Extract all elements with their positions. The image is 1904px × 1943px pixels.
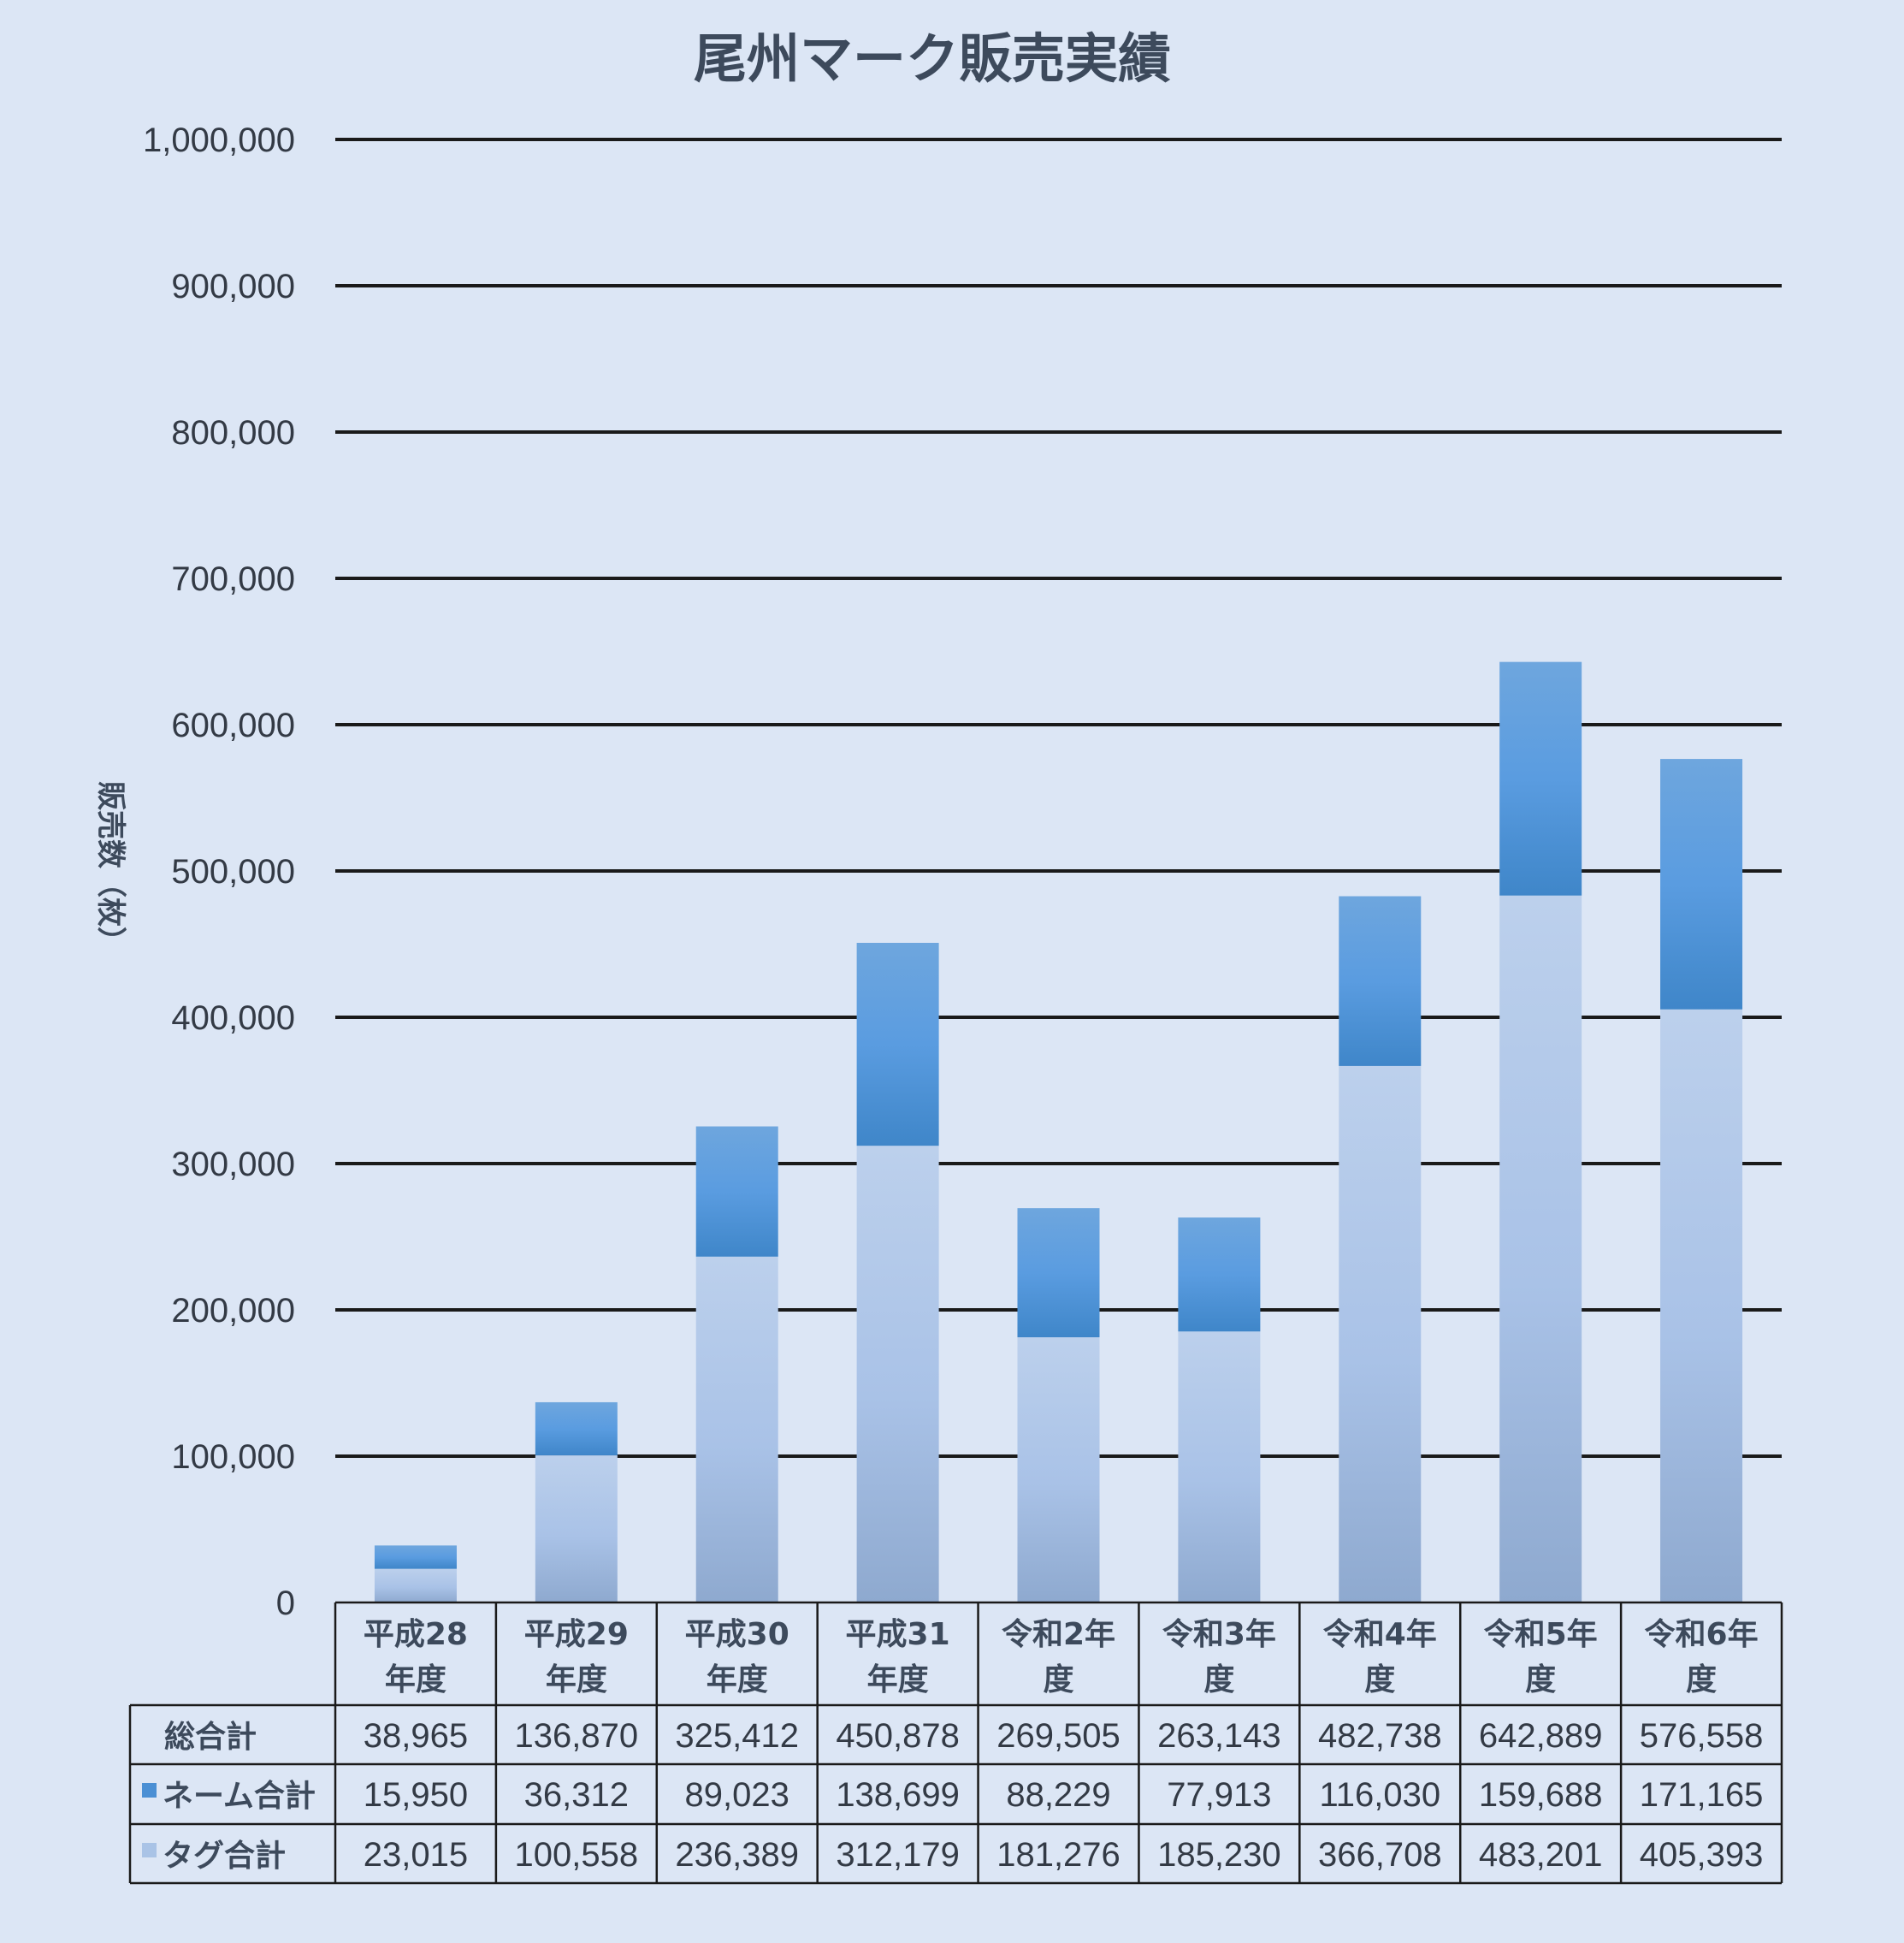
- chart-title: 尾州マーク販売実績: [694, 27, 1171, 90]
- category-label: 令和4年: [1323, 1617, 1437, 1652]
- table-cell-total: 325,412: [675, 1717, 799, 1755]
- category-label: 度: [1525, 1662, 1556, 1697]
- bar-tag: [1339, 1065, 1422, 1602]
- y-tick-label: 200,000: [171, 1292, 295, 1330]
- table-cell-tag: 312,179: [836, 1836, 960, 1874]
- category-label: 令和2年: [1002, 1617, 1115, 1652]
- table-cell-total: 269,505: [996, 1717, 1121, 1755]
- bars: [374, 661, 1743, 1602]
- y-tick-label: 100,000: [171, 1438, 295, 1476]
- table-cell-tag: 181,276: [996, 1836, 1121, 1874]
- table-cell-tag: 100,558: [515, 1836, 639, 1874]
- category-label: 年度: [546, 1662, 607, 1697]
- row-label-name: ネーム合計: [163, 1779, 316, 1814]
- table-cell-name: 171,165: [1640, 1776, 1764, 1814]
- table-cell-total: 576,558: [1640, 1717, 1764, 1755]
- y-axis-label: 販売数（枚）: [93, 781, 127, 956]
- category-label: 平成28: [364, 1617, 468, 1652]
- bar-name: [1660, 759, 1743, 1010]
- category-label: 令和3年: [1162, 1617, 1276, 1652]
- y-tick-label: 0: [276, 1585, 295, 1622]
- bar-name: [1499, 661, 1582, 896]
- table-cell-tag: 236,389: [675, 1836, 799, 1874]
- gridlines: [335, 138, 1782, 1458]
- bar-name: [1339, 896, 1422, 1066]
- category-label: 令和6年: [1645, 1617, 1759, 1652]
- data-table: 平成28年度平成29年度平成30年度平成31年度令和2年度令和3年度令和4年度令…: [128, 1601, 1783, 1885]
- bar-tag: [1017, 1337, 1100, 1602]
- category-label: 令和5年: [1484, 1617, 1598, 1652]
- table-cell-total: 38,965: [364, 1717, 468, 1755]
- bar-tag: [374, 1568, 457, 1602]
- table-cell-name: 15,950: [364, 1776, 468, 1814]
- category-label: 平成29: [524, 1617, 629, 1652]
- legend-swatch-name: [142, 1783, 157, 1798]
- table-cell-total: 136,870: [515, 1717, 639, 1755]
- table-cell-name: 36,312: [524, 1776, 629, 1814]
- table-cell-name: 88,229: [1006, 1776, 1110, 1814]
- bar-tag: [535, 1455, 618, 1602]
- category-label: 平成30: [685, 1617, 789, 1652]
- y-tick-label: 300,000: [171, 1146, 295, 1183]
- category-label: 度: [1203, 1662, 1234, 1697]
- bar-name: [535, 1401, 618, 1456]
- table-cell-name: 89,023: [685, 1776, 789, 1814]
- table-cell-total: 450,878: [836, 1717, 960, 1755]
- table-cell-tag: 185,230: [1157, 1836, 1281, 1874]
- table-cell-total: 263,143: [1157, 1717, 1281, 1755]
- bar-tag: [695, 1256, 778, 1602]
- category-label: 年度: [385, 1662, 446, 1697]
- y-tick-label: 1,000,000: [143, 121, 295, 159]
- y-tick-label: 400,000: [171, 999, 295, 1037]
- table-cell-tag: 405,393: [1640, 1836, 1764, 1874]
- bar-name: [1178, 1217, 1261, 1332]
- table-cell-tag: 483,201: [1479, 1836, 1603, 1874]
- y-tick-label: 900,000: [171, 268, 295, 305]
- category-label: 度: [1043, 1662, 1073, 1697]
- table-cell-tag: 366,708: [1318, 1836, 1442, 1874]
- category-label: 平成31: [846, 1617, 950, 1652]
- legend-swatch-tag: [142, 1843, 157, 1857]
- row-label-total: 総合計: [164, 1720, 257, 1755]
- bar-tag: [1499, 895, 1582, 1602]
- category-label: 度: [1364, 1662, 1395, 1697]
- table-cell-total: 642,889: [1479, 1717, 1603, 1755]
- bar-tag: [1660, 1009, 1743, 1602]
- y-tick-labels: 0 100,000 200,000 300,000 400,000 500,000 600,…: [143, 121, 295, 1622]
- row-label-tag: タグ合計: [163, 1839, 286, 1874]
- table-cell-total: 482,738: [1318, 1717, 1442, 1755]
- bar-name: [374, 1545, 457, 1569]
- category-label: 年度: [867, 1662, 929, 1697]
- table-cell-name: 77,913: [1167, 1776, 1271, 1814]
- table-cell-name: 116,030: [1319, 1776, 1440, 1814]
- y-tick-label: 500,000: [171, 853, 295, 891]
- bar-name: [695, 1126, 778, 1257]
- y-tick-label: 700,000: [171, 560, 295, 598]
- table-cell-name: 159,688: [1479, 1776, 1603, 1814]
- category-label: 度: [1686, 1662, 1717, 1697]
- bar-name: [856, 942, 939, 1146]
- y-tick-label: 800,000: [171, 414, 295, 452]
- bar-name: [1017, 1208, 1100, 1338]
- category-label: 年度: [707, 1662, 768, 1697]
- table-cell-name: 138,699: [836, 1776, 960, 1814]
- bar-tag: [1178, 1331, 1261, 1602]
- y-tick-label: 600,000: [171, 707, 295, 744]
- bar-tag: [856, 1146, 939, 1602]
- table-cell-tag: 23,015: [364, 1836, 468, 1874]
